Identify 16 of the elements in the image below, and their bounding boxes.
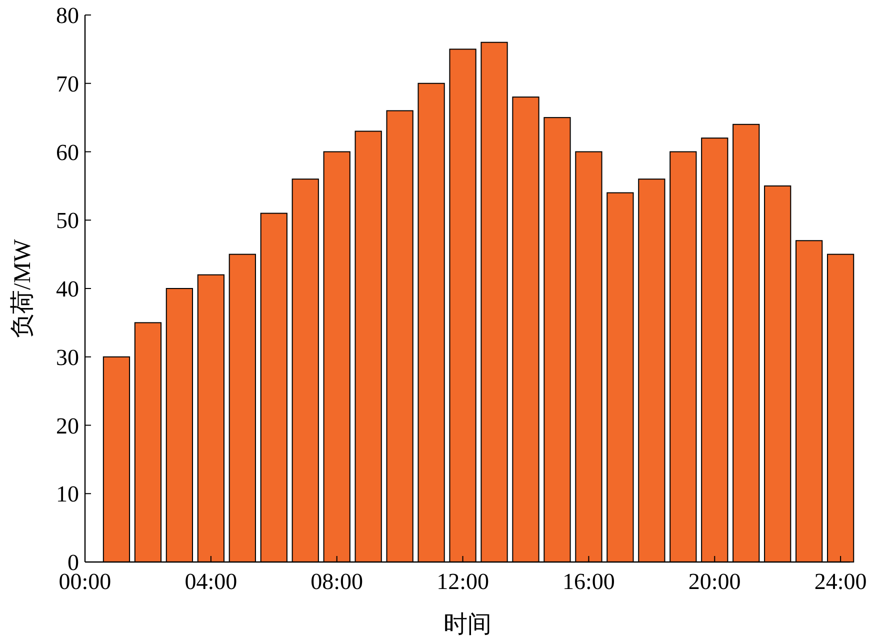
x-tick-label: 16:00 (562, 569, 615, 594)
x-tick-label: 12:00 (436, 569, 489, 594)
y-tick-label: 50 (56, 208, 79, 234)
y-tick-label: 30 (56, 344, 79, 370)
y-tick-label: 80 (56, 3, 79, 28)
x-tick-label: 08:00 (310, 569, 364, 594)
y-tick-label: 10 (56, 482, 79, 507)
y-tick-label: 40 (56, 276, 79, 302)
y-tick-label: 60 (56, 140, 79, 165)
y-tick-label: 20 (56, 413, 79, 438)
x-tick-label: 20:00 (688, 569, 741, 594)
y-axis-title: 负荷/MW (10, 238, 36, 338)
y-tick-label: 70 (56, 71, 79, 96)
x-axis-title: 时间 (444, 612, 492, 638)
x-tick-label: 04:00 (184, 569, 238, 594)
x-tick-label: 24:00 (814, 569, 867, 594)
